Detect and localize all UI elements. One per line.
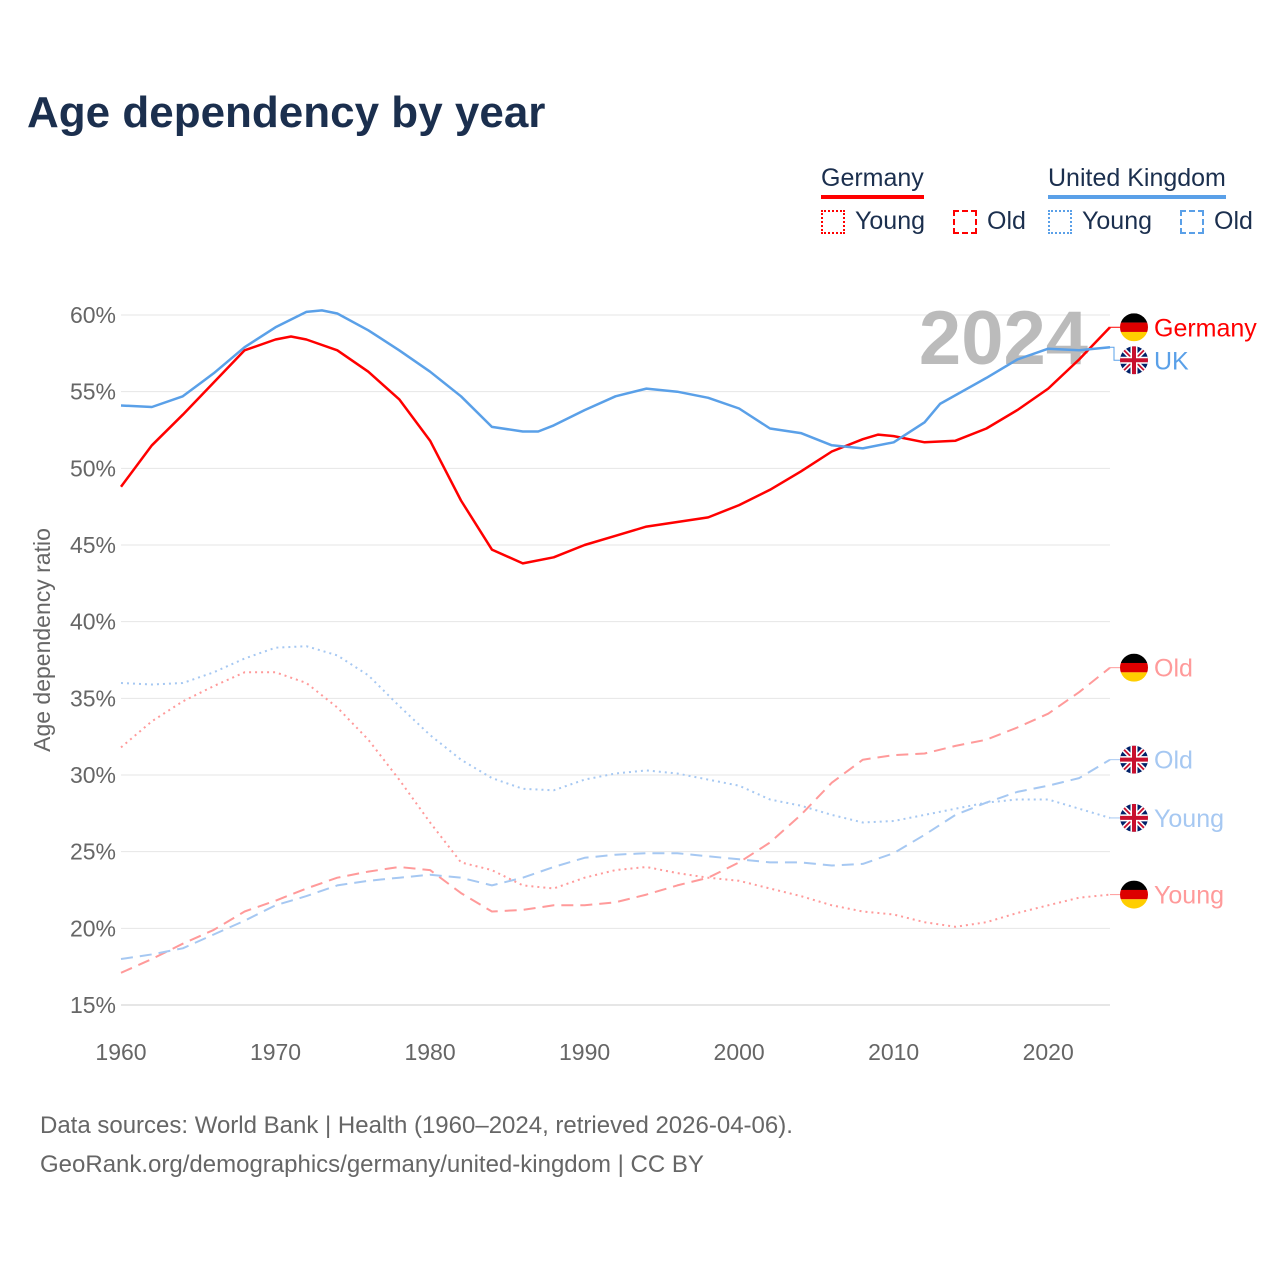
y-tick-label: 35% <box>70 685 116 711</box>
legend-uk-name: United Kingdom <box>1048 164 1226 199</box>
series-line-germany <box>119 326 1111 565</box>
x-tick-label: 1970 <box>250 1039 301 1065</box>
chart-title: Age dependency by year <box>27 88 546 137</box>
end-label: Germany <box>1154 314 1257 342</box>
y-tick-label: 55% <box>70 379 116 405</box>
footer-sources: Data sources: World Bank | Health (1960–… <box>40 1112 793 1139</box>
series-line-germany-old <box>120 666 1111 974</box>
y-tick-label: 40% <box>70 609 116 635</box>
series-line-united-kingdom <box>120 309 1111 450</box>
legend-uk: United Kingdom Young Old <box>1048 164 1253 236</box>
dotted-swatch-icon <box>821 209 845 234</box>
end-label: Old <box>1154 655 1193 683</box>
dashed-swatch-icon <box>1180 209 1204 234</box>
x-tick-label: 2020 <box>1023 1039 1074 1065</box>
y-tick-label: 25% <box>70 839 116 865</box>
y-tick-label: 30% <box>70 762 116 788</box>
y-tick-label: 60% <box>70 302 116 328</box>
x-tick-label: 2010 <box>868 1039 919 1065</box>
series-line-united-kingdom-old <box>120 758 1111 960</box>
series-line-united-kingdom-young <box>120 645 1111 824</box>
y-tick-label: 50% <box>70 455 116 481</box>
footer-link[interactable]: GeoRank.org/demographics/germany/united-… <box>40 1151 704 1178</box>
dotted-swatch-icon <box>1048 209 1072 234</box>
uk-flag-icon <box>1120 346 1148 375</box>
y-tick-label: 20% <box>70 915 116 941</box>
y-tick-label: 15% <box>70 992 116 1018</box>
x-tick-label: 2000 <box>714 1039 765 1065</box>
series-line-germany-young <box>120 671 1111 928</box>
uk-flag-icon <box>1120 745 1148 774</box>
legend-germany-old: Old <box>987 207 1026 235</box>
legend-germany-name: Germany <box>821 164 924 199</box>
x-tick-label: 1990 <box>559 1039 610 1065</box>
germany-flag-icon <box>1120 880 1148 909</box>
legend-uk-young: Young <box>1082 207 1152 235</box>
y-tick-label: 45% <box>70 532 116 558</box>
uk-flag-icon <box>1120 803 1148 832</box>
germany-flag-icon <box>1120 653 1148 682</box>
dashed-swatch-icon <box>953 209 977 234</box>
x-tick-label: 1980 <box>404 1039 455 1065</box>
end-label: Young <box>1154 882 1224 910</box>
legend-uk-old: Old <box>1214 207 1253 235</box>
footer: Data sources: World Bank | Health (1960–… <box>40 1106 793 1184</box>
legend-germany-young: Young <box>855 207 925 235</box>
y-axis-label: Age dependency ratio <box>29 528 55 752</box>
germany-flag-icon <box>1120 313 1148 342</box>
legend-germany: Germany Young Old <box>821 164 1026 236</box>
end-label: Young <box>1154 805 1224 833</box>
x-tick-label: 1960 <box>95 1039 146 1065</box>
leader-line <box>1110 346 1120 361</box>
end-label: Old <box>1154 747 1193 775</box>
end-label: UK <box>1154 347 1189 375</box>
